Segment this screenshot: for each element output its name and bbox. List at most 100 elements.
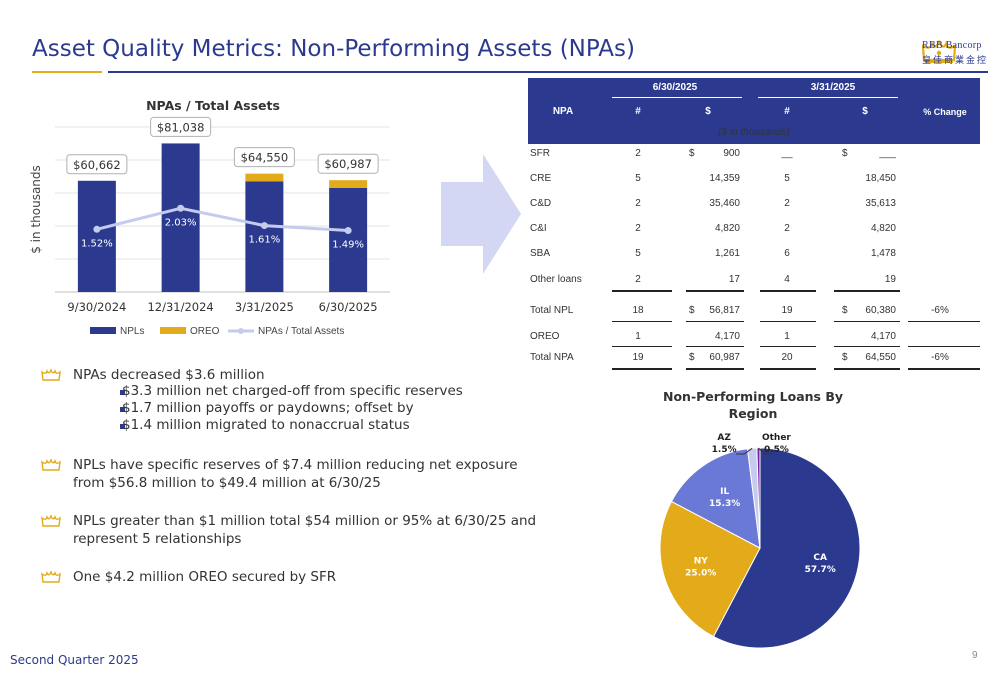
crown-bullet-icon bbox=[41, 514, 61, 527]
table-rule bbox=[834, 321, 900, 322]
crown-bullet-icon bbox=[41, 368, 61, 381]
table-rule bbox=[612, 290, 672, 292]
sub-bullet-marker bbox=[120, 407, 125, 412]
column-header: # bbox=[635, 106, 641, 117]
cell-dollar-sign: $ bbox=[842, 352, 848, 363]
sub-bullet-marker bbox=[120, 390, 125, 395]
table-rule bbox=[760, 290, 816, 292]
total-label-box bbox=[317, 153, 379, 174]
ratio-point bbox=[177, 204, 185, 212]
pie-slice-name: Other bbox=[762, 433, 791, 443]
x-tick-label: 3/31/2025 bbox=[235, 300, 294, 314]
cell-count: 2 bbox=[784, 198, 790, 209]
ratio-label: 1.49% bbox=[332, 240, 364, 251]
cell-count: 1 bbox=[635, 331, 641, 342]
cell-change: -6% bbox=[931, 305, 949, 316]
column-header: NPA bbox=[552, 106, 574, 117]
pie-slice-name: CA bbox=[813, 553, 827, 563]
table-rule bbox=[760, 321, 816, 322]
cell-count: 5 bbox=[635, 173, 641, 184]
table-rule bbox=[760, 346, 816, 347]
row-label: SFR bbox=[530, 148, 550, 159]
bar-npl bbox=[161, 143, 200, 292]
row-label: C&I bbox=[530, 223, 547, 234]
cell-dollar-sign: $ bbox=[689, 305, 695, 316]
period-header: 3/31/2025 bbox=[810, 82, 856, 93]
total-label-box bbox=[66, 154, 128, 175]
cell-amount: 35,460 bbox=[709, 198, 740, 209]
page-title: Asset Quality Metrics: Non-Performing As… bbox=[32, 36, 635, 62]
legend-label: NPAs / Total Assets bbox=[258, 326, 344, 337]
row-label: Other loans bbox=[530, 274, 582, 285]
pie-slice-value: 25.0% bbox=[685, 568, 716, 578]
page-number: 9 bbox=[972, 650, 978, 661]
title-underline bbox=[108, 71, 988, 73]
table-rule bbox=[834, 368, 900, 370]
cell-change: -6% bbox=[931, 352, 949, 363]
cell-amount: 35,613 bbox=[865, 198, 896, 209]
cell-count: 2 bbox=[635, 148, 641, 159]
ratio-point bbox=[260, 222, 268, 230]
cell-count: 18 bbox=[632, 305, 644, 316]
total-label: $60,987 bbox=[324, 157, 372, 171]
logo-text: RBB Bancorp bbox=[922, 40, 982, 51]
cell-amount: 4,170 bbox=[714, 331, 740, 342]
cell-count: 20 bbox=[781, 352, 793, 363]
pie-slice-name: IL bbox=[720, 487, 729, 497]
table-header-columns: NPA # $ # $ % Change bbox=[528, 98, 980, 144]
legend-label: OREO bbox=[190, 326, 220, 337]
table-rule bbox=[686, 290, 744, 292]
cell-amount: 17 bbox=[728, 274, 740, 285]
cell-amount: 18,450 bbox=[865, 173, 896, 184]
table-rule bbox=[686, 321, 744, 322]
cell-amount: 60,380 bbox=[865, 305, 896, 316]
pie-leader-line bbox=[758, 447, 773, 455]
cell-count: __ bbox=[781, 148, 793, 159]
bar-chart-title: NPAs / Total Assets bbox=[146, 98, 280, 113]
cell-count: 1 bbox=[784, 331, 790, 342]
table-rule bbox=[760, 368, 816, 370]
cell-amount: 14,359 bbox=[709, 173, 740, 184]
bullet-text: NPAs decreased $3.6 million bbox=[73, 367, 265, 383]
pie-slice-value: 15.3% bbox=[709, 499, 740, 509]
x-tick-label: 6/30/2025 bbox=[319, 300, 378, 314]
title-underline-accent bbox=[32, 71, 102, 73]
x-tick-label: 9/30/2024 bbox=[67, 300, 126, 314]
bullet-text: One $4.2 million OREO secured by SFR bbox=[73, 569, 337, 585]
ratio-label: 2.03% bbox=[165, 217, 197, 228]
total-label: $60,662 bbox=[73, 158, 121, 172]
pie-leader-line bbox=[736, 447, 753, 455]
total-label-box bbox=[233, 147, 295, 168]
row-label: Total NPA bbox=[530, 352, 574, 363]
legend-swatch bbox=[90, 327, 116, 334]
cell-amount: 64,550 bbox=[865, 352, 896, 363]
legend-swatch bbox=[160, 327, 186, 334]
crown-logo-icon bbox=[921, 39, 957, 63]
cell-count: 5 bbox=[635, 248, 641, 259]
row-label: CRE bbox=[530, 173, 552, 184]
cell-amount: 4,820 bbox=[870, 223, 896, 234]
table-rule bbox=[686, 368, 744, 370]
table-rule bbox=[834, 346, 900, 347]
npl-region-pie-chart: CA 57.7% NY 25.0% IL 15.3% AZ 1.5% Other 0.5% bbox=[659, 433, 861, 649]
bar-oreo bbox=[245, 173, 284, 182]
cell-amount: 4,820 bbox=[714, 223, 740, 234]
sub-bullet-text: $1.7 million payoffs or paydowns; offset… bbox=[122, 400, 414, 416]
total-label-box bbox=[150, 116, 212, 137]
legend-label: NPLs bbox=[120, 326, 144, 337]
sub-bullet-text: $3.3 million net charged-off from specif… bbox=[122, 383, 463, 399]
bar-oreo bbox=[329, 180, 368, 188]
table-rule bbox=[686, 346, 744, 347]
crown-bullet-icon bbox=[41, 570, 61, 583]
footer-text: Second Quarter 2025 bbox=[10, 653, 139, 667]
cell-dollar-sign: $ bbox=[842, 148, 848, 159]
period-header: 6/30/2025 bbox=[652, 82, 698, 93]
cell-count: 2 bbox=[635, 274, 641, 285]
bar-npl bbox=[329, 187, 368, 292]
pie-slice-name: AZ bbox=[717, 433, 731, 443]
table-rule bbox=[908, 346, 980, 347]
row-label: C&D bbox=[530, 198, 552, 209]
table-rule bbox=[612, 346, 672, 347]
cell-amount: 4,170 bbox=[870, 331, 896, 342]
ratio-label: 1.52% bbox=[81, 238, 113, 249]
